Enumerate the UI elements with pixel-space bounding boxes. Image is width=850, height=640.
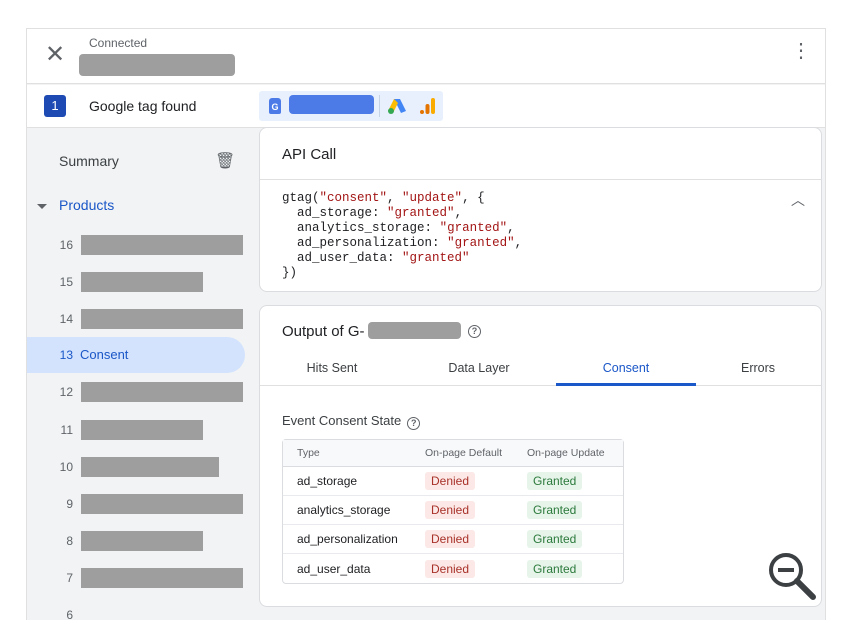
event-item[interactable]: 11: [27, 412, 245, 448]
event-number: 6: [66, 608, 73, 620]
consent-type: analytics_storage: [283, 496, 411, 525]
event-item[interactable]: 12: [27, 374, 245, 410]
table-header: Type On-page Default On-page Update: [283, 440, 623, 467]
table-row: analytics_storage Denied Granted: [283, 496, 623, 525]
redacted-measurement-id: [368, 322, 461, 339]
column-header: On-page Default: [411, 440, 513, 467]
redacted-tag-id: [289, 95, 374, 114]
tab-errors[interactable]: Errors: [740, 361, 776, 375]
event-number: 13: [59, 348, 73, 362]
section-title: Event Consent State?: [282, 413, 421, 430]
consent-type: ad_personalization: [283, 525, 411, 554]
help-icon[interactable]: ?: [407, 417, 421, 430]
table-row: ad_storage Denied Granted: [283, 467, 623, 496]
tag-found-row: 1 Google tag found G: [27, 85, 825, 128]
status-badge: Denied: [425, 530, 476, 548]
event-item[interactable]: 7: [27, 560, 245, 596]
event-label: Consent: [80, 347, 129, 362]
event-number: 14: [59, 312, 73, 326]
event-number: 15: [59, 275, 73, 289]
status-badge: Granted: [527, 530, 583, 548]
tag-count-badge: 1: [44, 95, 66, 117]
products-label: Products: [59, 197, 115, 213]
output-tabs: Hits Sent Data Layer Consent Errors: [260, 350, 821, 386]
tab-data-layer[interactable]: Data Layer: [448, 361, 510, 375]
caret-down-icon: [37, 203, 47, 209]
redacted-label: [81, 531, 203, 551]
status-badge: Denied: [425, 472, 476, 490]
active-tab-indicator: [556, 383, 696, 386]
event-number: 9: [66, 497, 73, 511]
chevron-up-icon[interactable]: ︿: [791, 192, 805, 208]
redacted-label: [81, 568, 243, 588]
zoom-out-icon[interactable]: [766, 550, 818, 602]
status-badge: Granted: [527, 559, 583, 578]
output-title: Output of G-: [282, 323, 365, 340]
event-item-consent[interactable]: 13 Consent: [27, 337, 245, 373]
status-badge: Denied: [425, 501, 476, 519]
redacted-label: [81, 382, 243, 402]
redacted-label: [81, 272, 203, 292]
redacted-label: [81, 309, 243, 329]
event-item[interactable]: 15: [27, 264, 245, 300]
connection-status: Connected: [89, 36, 148, 50]
status-badge: Denied: [425, 559, 476, 578]
consent-table: Type On-page Default On-page Update ad_s…: [282, 439, 624, 584]
api-call-card: API Call ︿ gtag("consent", "update", { a…: [259, 127, 822, 292]
event-number: 8: [66, 534, 73, 548]
api-call-code: gtag("consent", "update", { ad_storage: …: [282, 191, 523, 280]
event-number: 7: [66, 571, 73, 585]
header: ✕ Connected ⋮: [27, 29, 825, 84]
table-row: ad_user_data Denied Granted: [283, 554, 623, 583]
tag-found-label: Google tag found: [89, 98, 197, 114]
redacted-label: [81, 235, 243, 255]
column-header: Type: [283, 440, 411, 467]
event-number: 11: [60, 423, 73, 437]
google-analytics-icon: [420, 98, 435, 114]
divider: [379, 95, 380, 117]
clear-list-icon[interactable]: 🗑: [215, 153, 236, 170]
consent-type: ad_user_data: [297, 561, 371, 576]
event-item[interactable]: 14: [27, 301, 245, 337]
output-card: Output of G- ? Hits Sent Data Layer Cons…: [259, 305, 822, 607]
redacted-url: [79, 54, 235, 76]
status-badge: Granted: [527, 472, 583, 490]
more-vert-icon[interactable]: ⋮: [791, 40, 811, 62]
google-tag-icon: G: [269, 98, 281, 114]
tab-consent[interactable]: Consent: [602, 361, 650, 375]
tag-chip[interactable]: G: [259, 91, 443, 121]
sidebar-products[interactable]: Products: [37, 197, 114, 213]
event-item[interactable]: 10: [27, 449, 245, 485]
api-call-title: API Call: [260, 128, 821, 180]
event-item[interactable]: 16: [27, 227, 245, 263]
tab-hits-sent[interactable]: Hits Sent: [306, 361, 358, 375]
event-number: 16: [59, 238, 73, 252]
redacted-label: [81, 420, 203, 440]
sidebar: Summary 🗑 Products 16 15 14 13 Consent 12…: [27, 129, 255, 620]
event-number: 10: [59, 460, 73, 474]
close-icon[interactable]: ✕: [45, 41, 66, 68]
redacted-label: [81, 494, 243, 514]
tag-assistant-window: ✕ Connected ⋮ 1 Google tag found G Summa…: [26, 28, 826, 620]
sidebar-summary[interactable]: Summary: [59, 153, 119, 169]
event-number: 12: [59, 385, 73, 399]
column-header: On-page Update: [513, 440, 623, 467]
table-row: ad_personalization Denied Granted: [283, 525, 623, 554]
event-item[interactable]: 6: [27, 597, 245, 620]
help-icon[interactable]: ?: [468, 325, 481, 338]
event-item[interactable]: 9: [27, 486, 245, 522]
google-ads-icon: [388, 99, 406, 114]
redacted-label: [81, 457, 219, 477]
consent-type: ad_storage: [283, 467, 411, 496]
event-item[interactable]: 8: [27, 523, 245, 559]
status-badge: Granted: [527, 501, 583, 519]
